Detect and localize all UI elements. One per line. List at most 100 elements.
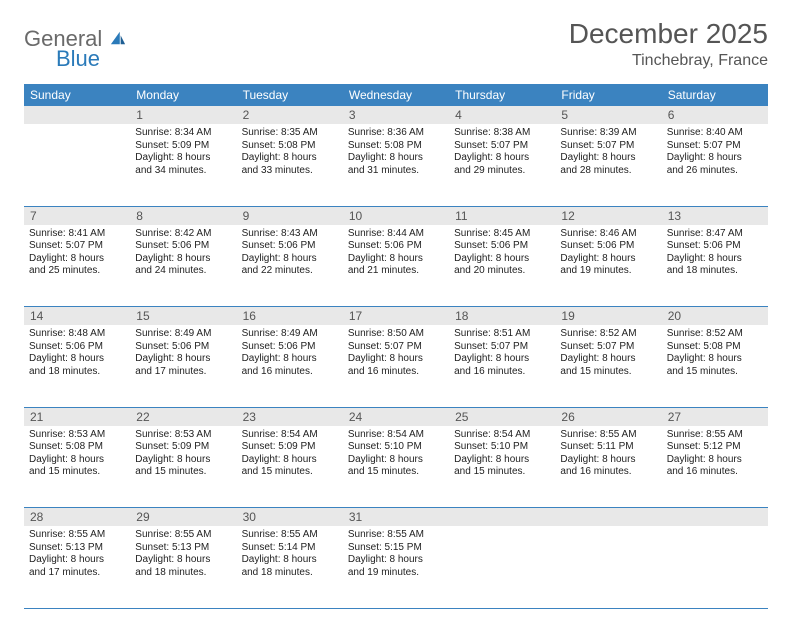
day-cell: Sunrise: 8:50 AMSunset: 5:07 PMDaylight:… xyxy=(343,325,449,407)
day-cell: Sunrise: 8:40 AMSunset: 5:07 PMDaylight:… xyxy=(662,124,768,206)
day-details: Sunrise: 8:55 AMSunset: 5:12 PMDaylight:… xyxy=(667,429,763,479)
day-number: 3 xyxy=(343,106,449,124)
day-cell: Sunrise: 8:39 AMSunset: 5:07 PMDaylight:… xyxy=(555,124,661,206)
day-cell: Sunrise: 8:34 AMSunset: 5:09 PMDaylight:… xyxy=(130,124,236,206)
day-details: Sunrise: 8:42 AMSunset: 5:06 PMDaylight:… xyxy=(135,228,231,278)
day-details: Sunrise: 8:36 AMSunset: 5:08 PMDaylight:… xyxy=(348,127,444,177)
day-cell: Sunrise: 8:55 AMSunset: 5:11 PMDaylight:… xyxy=(555,426,661,508)
dow-tuesday: Tuesday xyxy=(237,84,343,106)
day-number: 17 xyxy=(343,307,449,326)
day-cell: Sunrise: 8:53 AMSunset: 5:09 PMDaylight:… xyxy=(130,426,236,508)
day-number xyxy=(449,508,555,527)
day-cell xyxy=(24,124,130,206)
day-number: 25 xyxy=(449,407,555,426)
day-details: Sunrise: 8:55 AMSunset: 5:13 PMDaylight:… xyxy=(135,529,231,579)
day-cell: Sunrise: 8:45 AMSunset: 5:06 PMDaylight:… xyxy=(449,225,555,307)
day-cell: Sunrise: 8:55 AMSunset: 5:14 PMDaylight:… xyxy=(237,526,343,608)
day-details: Sunrise: 8:49 AMSunset: 5:06 PMDaylight:… xyxy=(242,328,338,378)
dow-sunday: Sunday xyxy=(24,84,130,106)
day-cell: Sunrise: 8:43 AMSunset: 5:06 PMDaylight:… xyxy=(237,225,343,307)
day-number: 31 xyxy=(343,508,449,527)
day-details: Sunrise: 8:48 AMSunset: 5:06 PMDaylight:… xyxy=(29,328,125,378)
day-details: Sunrise: 8:55 AMSunset: 5:14 PMDaylight:… xyxy=(242,529,338,579)
day-cell: Sunrise: 8:35 AMSunset: 5:08 PMDaylight:… xyxy=(237,124,343,206)
day-details: Sunrise: 8:45 AMSunset: 5:06 PMDaylight:… xyxy=(454,228,550,278)
day-details: Sunrise: 8:43 AMSunset: 5:06 PMDaylight:… xyxy=(242,228,338,278)
day-number: 14 xyxy=(24,307,130,326)
day-number: 27 xyxy=(662,407,768,426)
dow-thursday: Thursday xyxy=(449,84,555,106)
day-details: Sunrise: 8:52 AMSunset: 5:07 PMDaylight:… xyxy=(560,328,656,378)
day-number: 12 xyxy=(555,206,661,225)
day-cell: Sunrise: 8:53 AMSunset: 5:08 PMDaylight:… xyxy=(24,426,130,508)
day-number: 30 xyxy=(237,508,343,527)
day-number: 5 xyxy=(555,106,661,124)
day-details: Sunrise: 8:34 AMSunset: 5:09 PMDaylight:… xyxy=(135,127,231,177)
day-cell: Sunrise: 8:44 AMSunset: 5:06 PMDaylight:… xyxy=(343,225,449,307)
dow-friday: Friday xyxy=(555,84,661,106)
day-cell: Sunrise: 8:49 AMSunset: 5:06 PMDaylight:… xyxy=(130,325,236,407)
day-number: 18 xyxy=(449,307,555,326)
day-number: 6 xyxy=(662,106,768,124)
day-details: Sunrise: 8:35 AMSunset: 5:08 PMDaylight:… xyxy=(242,127,338,177)
day-number: 11 xyxy=(449,206,555,225)
day-cell: Sunrise: 8:55 AMSunset: 5:13 PMDaylight:… xyxy=(24,526,130,608)
logo-sail-icon xyxy=(109,30,127,51)
calendar-table: SundayMondayTuesdayWednesdayThursdayFrid… xyxy=(24,84,768,609)
page-title: December 2025 xyxy=(569,18,768,50)
day-number: 20 xyxy=(662,307,768,326)
day-details: Sunrise: 8:54 AMSunset: 5:09 PMDaylight:… xyxy=(242,429,338,479)
day-number: 29 xyxy=(130,508,236,527)
day-cell: Sunrise: 8:55 AMSunset: 5:15 PMDaylight:… xyxy=(343,526,449,608)
day-details: Sunrise: 8:46 AMSunset: 5:06 PMDaylight:… xyxy=(560,228,656,278)
day-number: 19 xyxy=(555,307,661,326)
day-cell: Sunrise: 8:55 AMSunset: 5:13 PMDaylight:… xyxy=(130,526,236,608)
day-cell xyxy=(662,526,768,608)
title-block: December 2025 Tinchebray, France xyxy=(569,18,768,70)
dow-saturday: Saturday xyxy=(662,84,768,106)
day-cell: Sunrise: 8:52 AMSunset: 5:07 PMDaylight:… xyxy=(555,325,661,407)
day-details: Sunrise: 8:38 AMSunset: 5:07 PMDaylight:… xyxy=(454,127,550,177)
day-cell: Sunrise: 8:49 AMSunset: 5:06 PMDaylight:… xyxy=(237,325,343,407)
day-number xyxy=(24,106,130,124)
day-details: Sunrise: 8:39 AMSunset: 5:07 PMDaylight:… xyxy=(560,127,656,177)
day-number: 26 xyxy=(555,407,661,426)
day-cell: Sunrise: 8:46 AMSunset: 5:06 PMDaylight:… xyxy=(555,225,661,307)
location: Tinchebray, France xyxy=(569,52,768,70)
day-number xyxy=(662,508,768,527)
day-number: 4 xyxy=(449,106,555,124)
day-number: 23 xyxy=(237,407,343,426)
day-details: Sunrise: 8:52 AMSunset: 5:08 PMDaylight:… xyxy=(667,328,763,378)
dow-monday: Monday xyxy=(130,84,236,106)
day-cell xyxy=(449,526,555,608)
day-number: 2 xyxy=(237,106,343,124)
day-number: 15 xyxy=(130,307,236,326)
day-details: Sunrise: 8:40 AMSunset: 5:07 PMDaylight:… xyxy=(667,127,763,177)
dow-wednesday: Wednesday xyxy=(343,84,449,106)
day-details: Sunrise: 8:55 AMSunset: 5:13 PMDaylight:… xyxy=(29,529,125,579)
day-number: 8 xyxy=(130,206,236,225)
day-cell: Sunrise: 8:41 AMSunset: 5:07 PMDaylight:… xyxy=(24,225,130,307)
day-number: 21 xyxy=(24,407,130,426)
day-details: Sunrise: 8:54 AMSunset: 5:10 PMDaylight:… xyxy=(454,429,550,479)
day-cell xyxy=(555,526,661,608)
day-number: 9 xyxy=(237,206,343,225)
day-details: Sunrise: 8:44 AMSunset: 5:06 PMDaylight:… xyxy=(348,228,444,278)
day-cell: Sunrise: 8:54 AMSunset: 5:09 PMDaylight:… xyxy=(237,426,343,508)
day-number: 13 xyxy=(662,206,768,225)
header: General December 2025 Tinchebray, France xyxy=(24,18,768,70)
day-cell: Sunrise: 8:48 AMSunset: 5:06 PMDaylight:… xyxy=(24,325,130,407)
day-number: 16 xyxy=(237,307,343,326)
day-details: Sunrise: 8:53 AMSunset: 5:09 PMDaylight:… xyxy=(135,429,231,479)
day-details: Sunrise: 8:49 AMSunset: 5:06 PMDaylight:… xyxy=(135,328,231,378)
day-number: 24 xyxy=(343,407,449,426)
day-cell: Sunrise: 8:42 AMSunset: 5:06 PMDaylight:… xyxy=(130,225,236,307)
day-details: Sunrise: 8:55 AMSunset: 5:15 PMDaylight:… xyxy=(348,529,444,579)
logo-text-2: Blue xyxy=(56,46,100,71)
day-cell: Sunrise: 8:55 AMSunset: 5:12 PMDaylight:… xyxy=(662,426,768,508)
day-number: 1 xyxy=(130,106,236,124)
day-number: 7 xyxy=(24,206,130,225)
day-details: Sunrise: 8:47 AMSunset: 5:06 PMDaylight:… xyxy=(667,228,763,278)
day-details: Sunrise: 8:41 AMSunset: 5:07 PMDaylight:… xyxy=(29,228,125,278)
day-details: Sunrise: 8:54 AMSunset: 5:10 PMDaylight:… xyxy=(348,429,444,479)
